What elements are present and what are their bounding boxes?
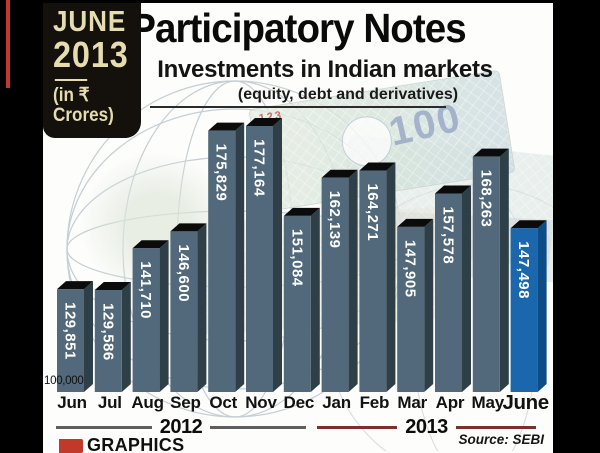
month-label-may: May [471,393,505,412]
month-label-sep: Sep [170,393,201,412]
year-2013-line-left [317,426,398,429]
press-logo-icon [57,438,83,453]
month-label-jan: Jan [322,393,351,412]
date-badge: JUNE 2013 (in ₹ Crores) [43,3,141,138]
date-badge-inner: JUNE 2013 (in ₹ Crores) [53,8,132,126]
month-label-feb: Feb [359,393,390,412]
badge-year: 2013 [53,34,129,75]
infographic-panel: 123 ₹20 100 Participatory Notes Investme… [43,0,553,453]
month-label-june: June [502,391,549,414]
month-label-mar: Mar [397,393,427,412]
source-label: Source: SEBI [458,432,544,447]
page-subnote: (equity, debt and derivatives) [237,86,459,103]
month-label-apr: Apr [435,393,465,412]
month-label-nov: Nov [245,393,277,412]
month-axis: Jun Jul Aug Sep Oct Nov Dec Jan Feb Mar Apr May June [43,3,553,453]
year-2013-label: 2013 [405,416,448,438]
month-label-oct: Oct [209,393,238,412]
badge-divider [54,79,88,81]
year-group-2013: 2013 [317,416,536,439]
month-label-aug: Aug [131,393,164,412]
year-2012-label: 2012 [159,416,203,438]
month-label-jul: Jul [97,393,122,412]
header-divider [150,106,446,108]
page-subtitle: Investments in Indian markets [157,56,493,83]
badge-unit-line1: (in ₹ [53,85,90,106]
graphics-credit-label: GRAPHICS [87,435,185,453]
month-label-dec: Dec [283,393,315,412]
year-2012-line-left [56,426,152,429]
page-title: Participatory Notes [130,5,466,51]
red-accent-strip [6,0,10,88]
year-2012-line-right [210,426,306,429]
badge-unit-line2: Crores) [53,104,114,126]
graphics-credit: GRAPHICS [57,435,184,453]
year-group-2012: 2012 [56,416,306,439]
badge-month: JUNE [53,6,127,38]
month-label-jun: Jun [57,393,87,412]
year-2013-line-right [455,426,536,429]
